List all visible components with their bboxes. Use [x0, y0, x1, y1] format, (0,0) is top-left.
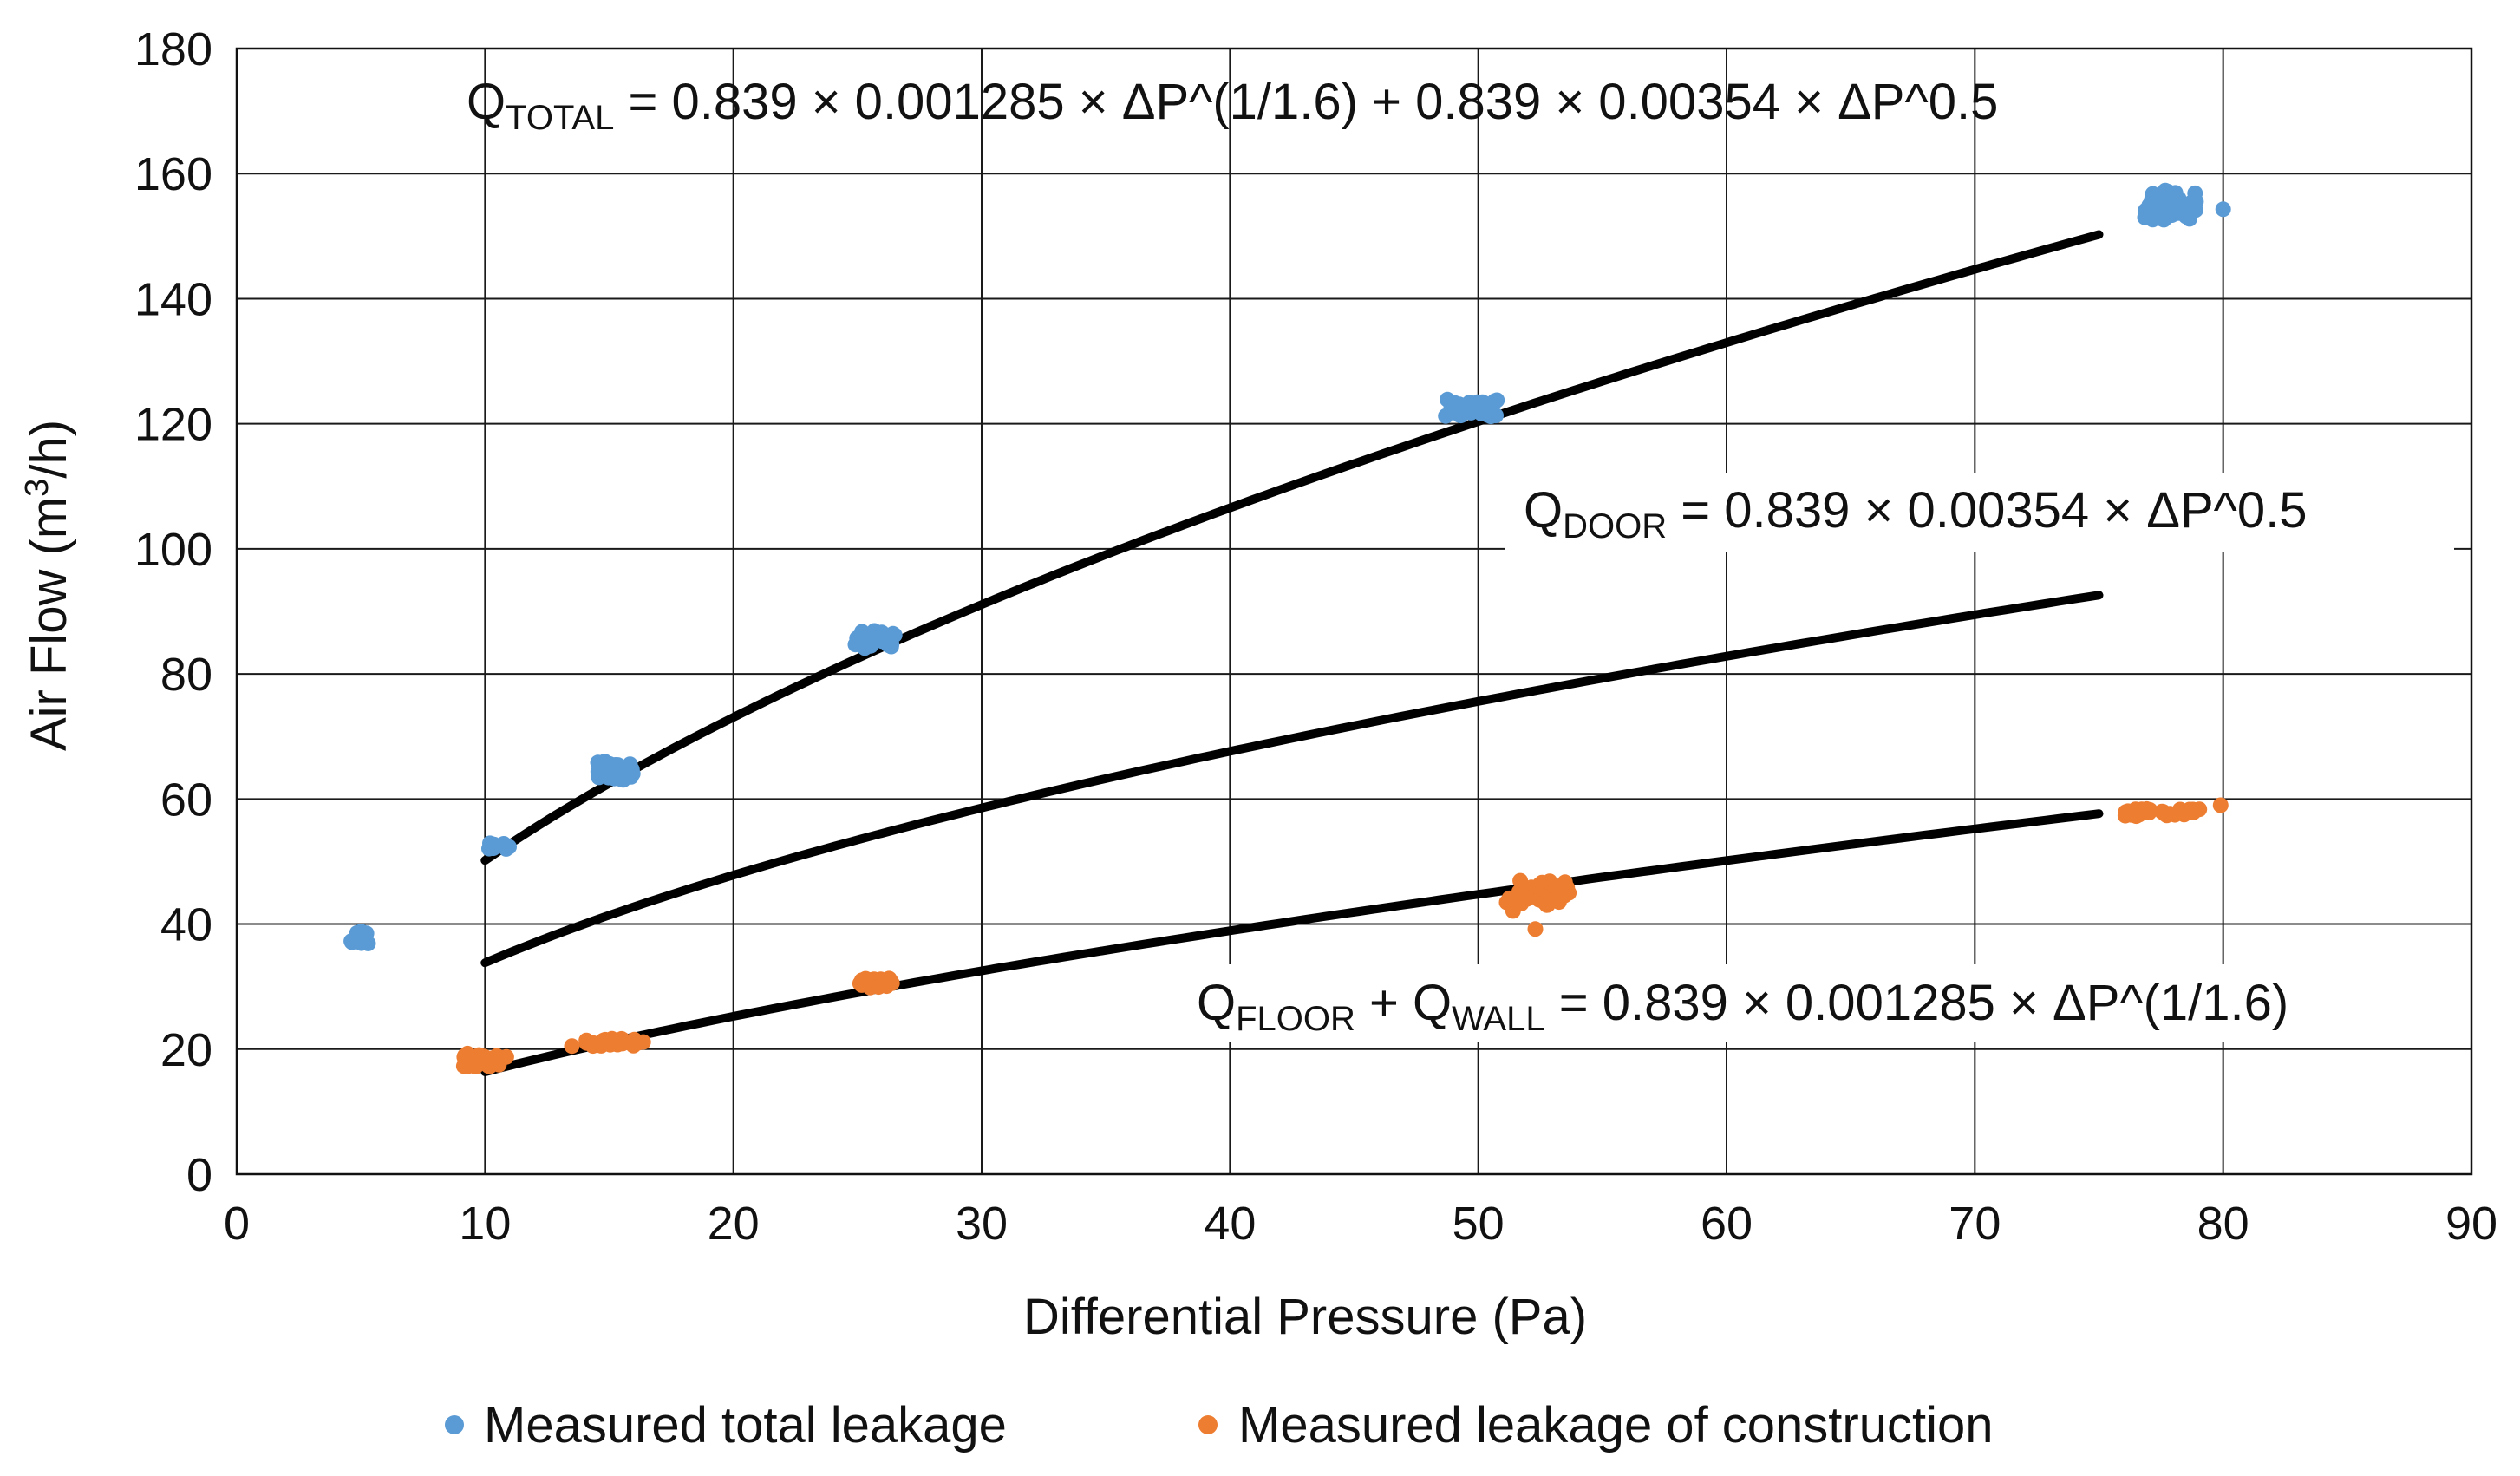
data-point — [1502, 891, 1518, 907]
data-point — [1483, 408, 1499, 425]
x-tick-label: 60 — [1701, 1198, 1753, 1250]
data-point — [2145, 212, 2161, 228]
legend-label-construction: Measured leakage of construction — [1238, 1397, 1994, 1453]
data-point — [603, 1036, 619, 1053]
y-tick-label: 140 — [134, 273, 212, 325]
legend: Measured total leakage Measured leakage … — [445, 1397, 1994, 1453]
x-axis-ticks: 0 10 20 30 40 50 60 70 80 90 — [224, 1198, 2497, 1250]
data-point — [1485, 396, 1501, 413]
x-tick-label: 70 — [1949, 1198, 2001, 1250]
data-point — [2187, 202, 2203, 219]
fit-line-door — [480, 591, 2104, 968]
data-point — [2158, 807, 2175, 824]
series-0 — [343, 182, 2231, 951]
y-tick-label: 180 — [134, 23, 212, 75]
data-point — [1474, 395, 1491, 412]
data-point — [1557, 874, 1573, 891]
x-tick-label: 20 — [708, 1198, 760, 1250]
data-point — [1527, 921, 1544, 937]
data-points — [343, 182, 2231, 1074]
data-point — [564, 1038, 580, 1055]
construction-equation: QFLOOR + QWALL = 0.839 × 0.001285 × ΔP^(… — [1197, 975, 2288, 1038]
data-point — [2212, 797, 2229, 813]
data-point — [2128, 801, 2145, 818]
y-axis-title: Air Flow (m3/h) — [19, 420, 77, 751]
y-tick-label: 80 — [160, 649, 212, 701]
data-point — [494, 1050, 511, 1067]
plot-area-border — [235, 47, 2473, 1176]
door-equation: QDOOR = 0.839 × 0.00354 × ΔP^0.5 — [1524, 482, 2308, 545]
data-point — [1453, 408, 1469, 424]
x-tick-label: 50 — [1453, 1198, 1505, 1250]
data-point — [2215, 201, 2231, 218]
door-equation-background — [1505, 473, 2454, 552]
data-point — [586, 1037, 603, 1053]
legend-marker-construction — [1198, 1415, 1218, 1434]
total-equation: QTOTAL = 0.839 × 0.001285 × ΔP^(1/1.6) +… — [467, 74, 1998, 137]
fit-line-total — [480, 230, 2104, 865]
y-tick-label: 20 — [160, 1024, 212, 1076]
data-point — [1505, 903, 1521, 919]
data-point — [496, 838, 512, 854]
data-point — [1539, 897, 1556, 913]
data-point — [2165, 187, 2182, 204]
data-point — [853, 976, 870, 993]
data-point — [1531, 876, 1548, 892]
x-tick-label: 10 — [459, 1198, 511, 1250]
legend-marker-total — [445, 1415, 464, 1434]
x-tick-label: 40 — [1204, 1198, 1256, 1250]
y-tick-label: 60 — [160, 774, 212, 826]
fit-lines — [480, 230, 2104, 1076]
data-point — [597, 754, 614, 771]
data-point — [882, 972, 898, 989]
y-tick-label: 160 — [134, 148, 212, 200]
data-point — [482, 835, 498, 852]
data-point — [1440, 391, 1456, 408]
y-tick-label: 120 — [134, 399, 212, 451]
y-tick-label: 40 — [160, 899, 212, 951]
fit-line-construction — [480, 809, 2104, 1076]
data-point — [351, 928, 368, 944]
data-point — [884, 636, 900, 652]
construction-equation-background — [1192, 964, 2428, 1042]
data-point — [621, 764, 637, 780]
x-tick-label: 80 — [2197, 1198, 2249, 1250]
y-axis-ticks: 0 20 40 60 80 100 120 140 160 180 — [134, 23, 212, 1201]
data-point — [871, 979, 887, 996]
x-tick-label: 90 — [2445, 1198, 2497, 1250]
y-tick-label: 0 — [186, 1149, 212, 1201]
legend-label-total: Measured total leakage — [484, 1397, 1007, 1453]
data-point — [614, 1035, 630, 1052]
data-point — [857, 640, 873, 656]
x-tick-label: 30 — [956, 1198, 1008, 1250]
x-axis-title: Differential Pressure (Pa) — [1023, 1289, 1587, 1345]
data-point — [2182, 804, 2198, 820]
series-1 — [455, 797, 2229, 1074]
data-point — [457, 1048, 473, 1064]
y-tick-label: 100 — [134, 524, 212, 576]
data-point — [635, 1034, 651, 1050]
x-tick-label: 0 — [224, 1198, 250, 1250]
